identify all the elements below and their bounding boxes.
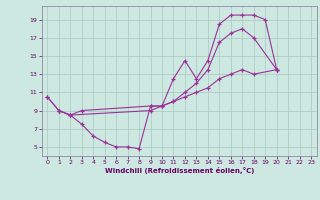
X-axis label: Windchill (Refroidissement éolien,°C): Windchill (Refroidissement éolien,°C) (105, 167, 254, 174)
